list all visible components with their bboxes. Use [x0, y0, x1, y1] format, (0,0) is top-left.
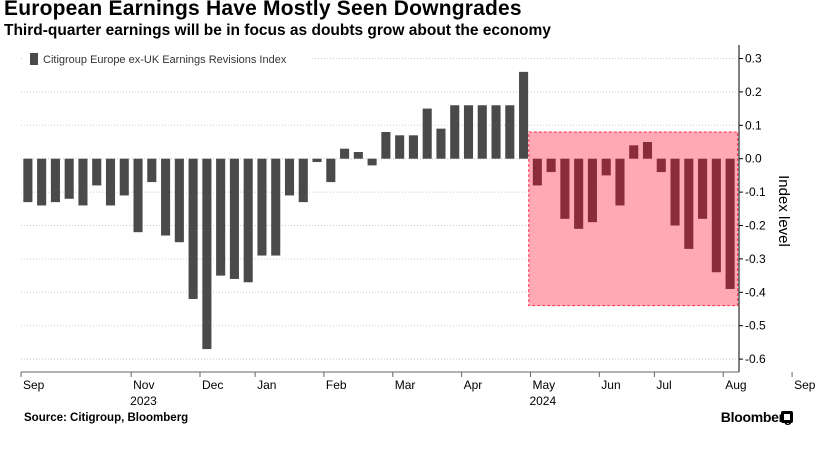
x-tick-label: Jun	[601, 378, 620, 392]
bar	[711, 158, 721, 273]
y-axis-label: Index level	[775, 175, 792, 247]
y-tick-label: 0.1	[745, 118, 762, 132]
bar	[188, 158, 198, 299]
bar	[78, 158, 88, 206]
y-tick-label: -0.3	[745, 252, 766, 266]
x-tick-label: May	[532, 378, 555, 392]
bar	[312, 158, 322, 163]
bar	[725, 158, 735, 289]
y-tick-label: -0.2	[745, 219, 766, 233]
y-tick-label: -0.4	[745, 285, 766, 299]
chart-title: European Earnings Have Mostly Seen Downg…	[4, 0, 522, 20]
x-tick-label: Sep	[23, 378, 45, 392]
bar	[23, 158, 33, 203]
x-tick-label: Nov	[133, 378, 154, 392]
x-tick-label: Mar	[395, 378, 416, 392]
gridlines	[21, 58, 737, 360]
chart-subtitle: Third-quarter earnings will be in focus …	[4, 22, 551, 39]
bar	[92, 158, 102, 186]
bar	[615, 158, 625, 206]
y-tick-label: -0.1	[745, 185, 766, 199]
x-tick-label: Dec	[202, 378, 223, 392]
legend-box	[24, 49, 310, 69]
bar	[450, 105, 460, 159]
bar	[147, 158, 157, 183]
x-tick-label: Jul	[656, 378, 671, 392]
legend-swatch	[30, 53, 38, 65]
bar	[505, 105, 515, 159]
legend-label: Citigroup Europe ex-UK Earnings Revision…	[43, 54, 287, 66]
bar	[574, 158, 584, 229]
x-tick-label: Sep	[794, 378, 816, 392]
bar	[50, 158, 60, 203]
bar	[519, 71, 529, 159]
bar	[326, 158, 336, 183]
bar	[216, 158, 226, 276]
bar	[477, 105, 487, 159]
source-note: Source: Citigroup, Bloomberg	[24, 412, 189, 424]
bar	[229, 158, 239, 279]
bar	[560, 158, 570, 219]
bloomberg-logo: Bloomberg	[720, 409, 793, 425]
bar	[271, 158, 281, 256]
bar	[161, 158, 171, 236]
bar	[340, 148, 350, 159]
x-year-label: 2024	[529, 394, 556, 408]
y-tick-label: 0.3	[745, 52, 762, 66]
bar	[463, 105, 474, 159]
bar	[684, 158, 694, 249]
bar	[601, 158, 611, 176]
y-axis: 0.3 0.2 0.1 0.0 -0.1 -0.2 -0.3 -0.4 -0.5 -0.6	[738, 45, 766, 372]
bar	[381, 131, 391, 159]
bar	[367, 158, 377, 166]
y-tick-label: 0.2	[745, 85, 762, 99]
bar	[257, 158, 267, 256]
bar	[422, 108, 432, 159]
y-tick-label: 0.0	[745, 152, 762, 166]
bar	[202, 158, 212, 350]
x-tick-label: Apr	[464, 378, 483, 392]
bar	[298, 158, 308, 203]
x-tick-label: Feb	[326, 378, 347, 392]
bar	[64, 158, 74, 199]
bar	[37, 158, 47, 206]
legend: Citigroup Europe ex-UK Earnings Revision…	[24, 49, 310, 69]
bar	[532, 158, 542, 186]
bar	[133, 158, 143, 233]
bar	[642, 142, 653, 159]
bar	[395, 135, 405, 159]
bar	[243, 158, 253, 283]
bar	[656, 158, 666, 173]
bar	[105, 158, 116, 206]
bar	[119, 158, 129, 196]
bar	[629, 145, 639, 159]
bloomberg-logo-icon	[781, 411, 793, 423]
bar	[353, 152, 363, 159]
y-tick-label: -0.6	[745, 352, 766, 366]
y-tick-label: -0.5	[745, 319, 766, 333]
bar	[436, 128, 446, 159]
bar	[284, 158, 295, 196]
bar	[408, 135, 418, 159]
bar	[698, 158, 708, 219]
x-axis: Sep Nov Dec Jan Feb Mar Apr May Jun Jul Aug Sep 2023…	[20, 371, 816, 408]
bar	[546, 158, 556, 173]
bar	[587, 158, 597, 223]
bar	[174, 158, 184, 243]
bar	[491, 105, 501, 159]
bar	[670, 158, 680, 226]
x-year-label: 2023	[130, 394, 157, 408]
bars	[23, 71, 735, 350]
x-tick-label: Jan	[257, 378, 276, 392]
x-tick-label: Aug	[725, 378, 746, 392]
